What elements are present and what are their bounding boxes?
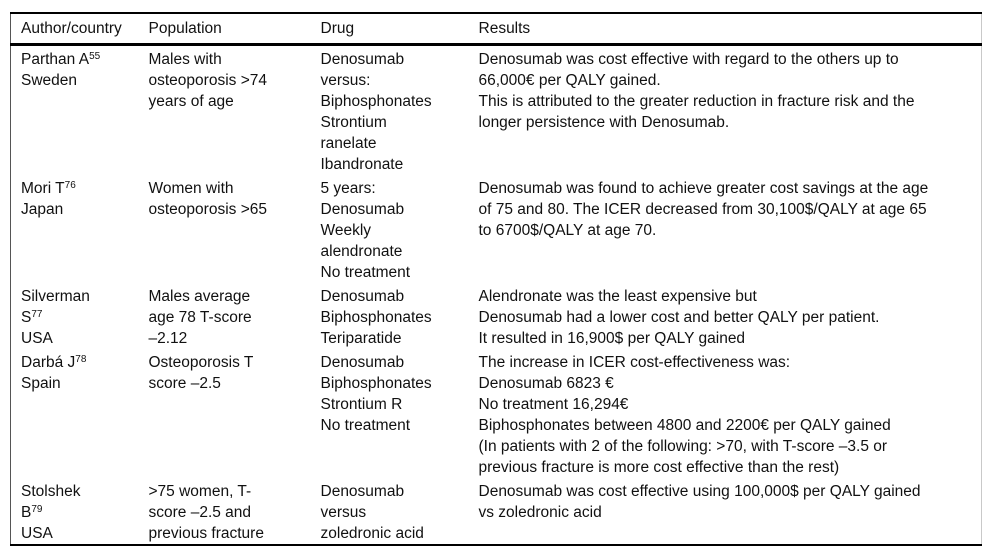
cell-drug: Denosumab versus zoledronic acid: [320, 483, 424, 542]
cell-results: Denosumab was cost effective with regard…: [478, 51, 915, 131]
table-row: Stolshek B79 USA >75 women, T-score –2.5 an…: [11, 478, 982, 545]
reference-superscript: 78: [75, 354, 87, 365]
table-body: Parthan A55 Sweden Males with osteoporosis …: [11, 45, 982, 546]
cell-drug: Denosumab versus: Biphosphonates Strontium r…: [320, 51, 432, 173]
cell-author: Parthan A55 Sweden: [21, 51, 101, 89]
header-row: Author/country Population Drug Results: [10, 13, 982, 46]
table-row: Silverman S77 USA Males average age 78 T-sco…: [11, 283, 982, 349]
cost-effectiveness-table: Author/country Population Drug Results P…: [10, 12, 982, 546]
cell-drug: Denosumab Biphosphonates Strontium R No tre…: [320, 354, 432, 434]
cell-results: The increase in ICER cost-effectiveness …: [478, 354, 891, 476]
cell-population: Males average age 78 T-score –2.12: [148, 288, 252, 347]
cell-author: Mori T76 Japan: [21, 180, 76, 218]
cell-results: Denosumab was cost effective using 100,0…: [478, 483, 921, 521]
cell-population: Women with osteoporosis >65: [148, 180, 267, 218]
table-row: Parthan A55 Sweden Males with osteoporosis …: [11, 45, 982, 176]
cell-population: Males with osteoporosis >74 years of age: [148, 51, 267, 110]
column-header-population: Population: [148, 13, 321, 46]
cell-author: Silverman S77 USA: [21, 288, 90, 347]
cell-author: Darbá J78 Spain: [21, 354, 87, 392]
cell-results: Alendronate was the least expensive but D…: [478, 288, 880, 347]
table-row: Mori T76 Japan Women with osteoporosis >65 5…: [11, 175, 982, 283]
reference-superscript: 77: [31, 309, 43, 320]
cell-drug: Denosumab Biphosphonates Teriparatide: [320, 288, 432, 347]
cell-drug: 5 years: Denosumab Weekly alendronate No tre…: [320, 180, 411, 281]
reference-superscript: 55: [89, 51, 101, 62]
cell-results: Denosumab was found to achieve greater c…: [478, 180, 929, 239]
cell-population: >75 women, T-score –2.5 and previous frac…: [148, 483, 264, 542]
reference-superscript: 79: [31, 504, 43, 515]
column-header-drug: Drug: [320, 13, 479, 46]
reference-superscript: 76: [64, 180, 76, 191]
column-header-results: Results: [478, 13, 982, 46]
cell-author: Stolshek B79 USA: [21, 483, 81, 542]
column-header-author-country: Author/country: [10, 13, 149, 46]
